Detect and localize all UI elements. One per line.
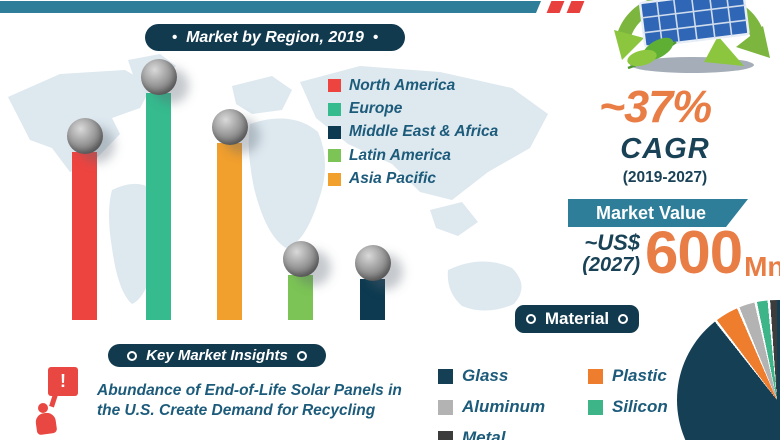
legend-swatch xyxy=(328,79,341,93)
bar-north-america xyxy=(72,152,97,320)
legend-swatch xyxy=(328,125,341,139)
legend-swatch xyxy=(588,368,603,384)
legend-label: Europe xyxy=(349,100,403,118)
legend-label: Middle East & Africa xyxy=(349,123,499,141)
legend-label: Plastic xyxy=(612,366,667,385)
bar-europe xyxy=(146,93,171,320)
region-title-text: Market by Region, 2019 xyxy=(186,28,364,46)
material-legend-item: Metal xyxy=(438,428,505,440)
pie-chart xyxy=(677,300,780,440)
legend-swatch xyxy=(438,399,453,415)
legend-label: Aluminum xyxy=(462,397,546,416)
material-title-text: Material xyxy=(544,309,610,328)
material-legend-item: Glass xyxy=(438,366,508,386)
region-legend-item: Europe xyxy=(328,97,498,120)
ring-bullet-icon xyxy=(296,350,307,361)
material-legend-item: Aluminum xyxy=(438,397,545,417)
ring-bullet-icon xyxy=(127,350,138,361)
world-map-background xyxy=(8,54,548,311)
legend-label: Latin America xyxy=(349,146,451,164)
legend-label: North America xyxy=(349,76,456,94)
market-value-banner: Market Value xyxy=(568,199,748,227)
region-legend-item: Middle East & Africa xyxy=(328,121,498,144)
ring-bullet-icon xyxy=(525,314,536,324)
market-value-figure: ~US$ (2027) 600 Mn xyxy=(518,219,780,286)
insight-line-1: Abundance of End-of-Life Solar Panels in xyxy=(97,382,402,399)
top-accent-bar xyxy=(0,1,541,13)
red-stripe-icon xyxy=(566,1,585,13)
solar-panel-recycle-illustration xyxy=(614,0,770,73)
exclamation-sign-icon: ! xyxy=(48,367,78,396)
value-unit: Mn xyxy=(744,251,780,282)
bullet-icon: • xyxy=(372,29,379,46)
cagr-label: CAGR xyxy=(620,133,710,165)
material-legend-item: Plastic xyxy=(588,366,667,386)
legend-swatch xyxy=(328,149,341,163)
bar-asia-pacific xyxy=(217,143,242,320)
red-stripe-icon xyxy=(546,1,565,13)
legend-label: Asia Pacific xyxy=(349,170,437,188)
bullet-icon: • xyxy=(171,29,178,46)
legend-label: Metal xyxy=(462,428,506,440)
value-amount: 600 xyxy=(645,219,743,286)
sphere-pin-icon xyxy=(66,118,103,154)
value-year: (2027) xyxy=(582,254,640,276)
region-legend: North America Europe Middle East & Africa L… xyxy=(328,74,498,191)
alert-person-icon: ! xyxy=(34,366,82,436)
sphere-pin-icon xyxy=(211,109,248,145)
insights-title: Key Market Insights xyxy=(108,344,326,367)
region-legend-item: Latin America xyxy=(328,144,498,167)
legend-swatch xyxy=(588,399,603,415)
person-body xyxy=(34,411,58,436)
region-legend-item: Asia Pacific xyxy=(328,168,498,191)
material-chart-title: Material xyxy=(515,305,639,333)
region-chart-title: • Market by Region, 2019 • xyxy=(145,24,405,51)
bar-latin-america xyxy=(288,275,313,320)
insights-title-text: Key Market Insights xyxy=(146,347,288,364)
ring-bullet-icon xyxy=(618,314,629,324)
person-head xyxy=(38,403,48,413)
region-legend-item: North America xyxy=(328,74,498,97)
legend-swatch xyxy=(438,368,453,384)
legend-label: Silicon xyxy=(612,397,668,416)
sphere-pin-icon xyxy=(140,59,177,95)
legend-swatch xyxy=(438,430,453,440)
sphere-pin-icon xyxy=(282,241,319,277)
insight-line-2: the U.S. Create Demand for Recycling xyxy=(97,402,376,419)
cagr-period: (2019-2027) xyxy=(622,169,708,186)
legend-swatch xyxy=(328,172,341,186)
market-value-label: Market Value xyxy=(595,202,707,223)
insight-text: Abundance of End-of-Life Solar Panels in… xyxy=(97,381,407,421)
material-legend-item: Silicon xyxy=(588,397,668,417)
cagr-value: ~37% xyxy=(598,81,712,132)
bar-middle-east-africa xyxy=(360,279,385,320)
legend-swatch xyxy=(328,102,341,116)
legend-label: Glass xyxy=(462,366,509,385)
value-prefix: ~US$ xyxy=(584,230,640,255)
sphere-pin-icon xyxy=(354,245,391,281)
